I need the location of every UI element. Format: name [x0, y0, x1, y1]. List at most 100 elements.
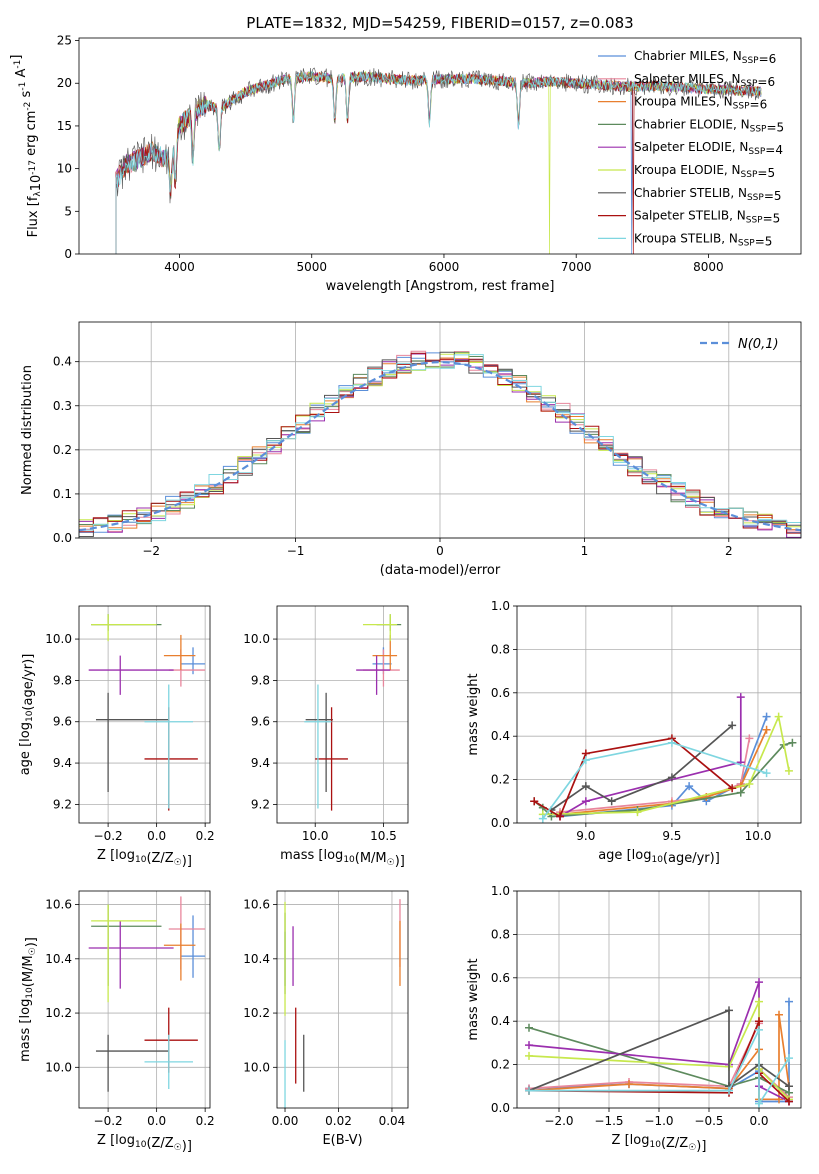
legend-entry: Salpeter STELIB, NSSP=5 [634, 209, 780, 226]
x-axis-label: Z [log10(Z/Z☉)] [612, 1133, 707, 1154]
x-tick-label: −2 [142, 544, 160, 558]
x-tick-label: 0.2 [196, 1114, 215, 1128]
x-tick-label: −2.0 [544, 1114, 573, 1128]
legend-entry: Salpeter MILES, NSSP=6 [634, 72, 775, 89]
weight-point-marker [633, 808, 642, 817]
x-axis-label: (data-model)/error [380, 563, 501, 578]
weight-point-marker [755, 1099, 763, 1108]
weight-point-marker [755, 1025, 763, 1034]
weight-point-marker [667, 738, 676, 747]
legend-entry: Chabrier ELODIE, NSSP=5 [634, 117, 784, 134]
y-tick-label: 10 [57, 162, 72, 176]
y-tick-label: 9.4 [53, 756, 72, 770]
weight-point-marker [755, 997, 763, 1006]
weight-point-marker [762, 712, 771, 721]
y-tick-label: 0.8 [491, 642, 510, 656]
weight-point-marker [736, 788, 745, 797]
weight-point-marker [728, 721, 737, 730]
weight-point-marker [755, 978, 763, 987]
x-tick-label: 0.0 [147, 829, 166, 843]
x-tick-label: 7000 [561, 260, 592, 274]
y-tick-label: 0.0 [491, 1101, 510, 1115]
weight-point-marker [525, 1051, 533, 1060]
weight-point-marker [525, 1041, 533, 1050]
weight-point-marker [745, 779, 754, 788]
y-tick-label: 0.2 [53, 443, 72, 457]
z-age-panel: −0.2 0.0 0.2 9.2 9.4 9.6 9.8 10.0 Z [log10(Z/Z☉)… [18, 605, 215, 869]
plot-frame [78, 37, 802, 255]
spectrum-series-line [115, 67, 762, 254]
y-tick-label: 10.4 [45, 952, 72, 966]
x-axis-label: wavelength [Angstrom, rest frame] [326, 279, 555, 294]
weight-point-marker [607, 797, 616, 806]
weight-point-marker [736, 693, 745, 702]
weight-point-marker [784, 766, 793, 775]
y-tick-label: 10.0 [243, 632, 270, 646]
y-tick-label: 10.0 [243, 1060, 270, 1074]
x-tick-label: 0.0 [147, 1114, 166, 1128]
x-tick-label: 10.0 [745, 829, 772, 843]
x-tick-label: −0.2 [94, 1114, 123, 1128]
weight-point-marker [785, 1054, 793, 1063]
y-tick-label: 9.6 [251, 715, 270, 729]
z-weight-panel: −2.0 −1.5 −1.0 −0.5 0.0 0.0 0.2 0.4 0.6 0.8 1.0 Z [… [466, 884, 802, 1154]
plot-frame [516, 890, 802, 1109]
weight-point-marker [581, 797, 590, 806]
y-axis-label: Flux [fλ10-17 erg cm-2 s-1 A-1] [9, 55, 44, 238]
legend-entry: N(0,1) [738, 337, 779, 352]
weight-point-marker [762, 725, 771, 734]
plot-frame [276, 890, 409, 1109]
x-axis-label: Z [log10(Z/Z☉)] [97, 848, 192, 869]
y-axis-label: age [log10(age/yr)] [18, 654, 36, 776]
weight-point-marker [725, 1006, 733, 1015]
y-tick-label: 0.4 [491, 1014, 510, 1028]
y-tick-label: 0.6 [491, 686, 510, 700]
legend-entry: Chabrier MILES, NSSP=6 [634, 49, 776, 66]
x-tick-label: 0.00 [272, 1114, 299, 1128]
y-tick-label: 0.1 [53, 487, 72, 501]
legend-entry: Kroupa STELIB, NSSP=5 [634, 231, 772, 248]
y-tick-label: 10.4 [243, 952, 270, 966]
x-axis-label: mass [log10(M/M☉)] [280, 848, 405, 869]
y-tick-label: 0.2 [491, 1058, 510, 1072]
weight-point-marker [762, 769, 771, 778]
y-tick-label: 10.2 [45, 1006, 72, 1020]
x-tick-label: 10.0 [302, 829, 329, 843]
y-tick-label: 25 [57, 34, 72, 48]
weight-point-marker [525, 1023, 533, 1032]
y-tick-label: 9.2 [53, 797, 72, 811]
normal-curve [78, 360, 802, 532]
weight-point-marker [625, 1080, 633, 1089]
y-tick-label: 0 [64, 247, 72, 261]
legend-entry: Kroupa ELODIE, NSSP=5 [634, 163, 775, 180]
x-tick-label: −0.2 [94, 829, 123, 843]
weight-point-marker [745, 734, 754, 743]
legend-entry: Chabrier STELIB, NSSP=5 [634, 186, 782, 203]
plot-frame [78, 890, 211, 1109]
legend-entry: Salpeter ELODIE, NSSP=4 [634, 140, 783, 157]
y-axis-label: mass weight [466, 958, 481, 1040]
mass-age-panel: 10.0 10.5 9.2 9.4 9.6 9.8 10.0 mass [log10(M/M☉… [243, 605, 409, 869]
weight-point-marker [774, 712, 783, 721]
plot-frame [78, 321, 802, 539]
x-tick-label: 5000 [296, 260, 327, 274]
y-tick-label: 10.2 [243, 1006, 270, 1020]
y-tick-label: 9.4 [251, 756, 270, 770]
weight-series-line [542, 713, 790, 816]
legend-entry: Kroupa MILES, NSSP=6 [634, 95, 767, 112]
x-axis-label: age [log10(age/yr)] [598, 848, 720, 866]
plot-frame [78, 605, 211, 824]
weight-point-marker [581, 782, 590, 791]
y-tick-label: 0.3 [53, 399, 72, 413]
z-mass-panel: −0.2 0.0 0.2 10.0 10.2 10.4 10.6 Z [log10(Z/Z☉)… [18, 890, 215, 1154]
y-tick-label: 0.0 [491, 816, 510, 830]
weight-series-line [542, 741, 767, 820]
y-tick-label: 0.4 [53, 355, 72, 369]
y-tick-label: 15 [57, 119, 72, 133]
y-axis-label: Normed distribution [20, 365, 35, 495]
weight-point-marker [581, 756, 590, 765]
y-tick-label: 20 [57, 76, 72, 90]
plot-frame [516, 605, 802, 824]
x-axis-label: Z [log10(Z/Z☉)] [97, 1133, 192, 1154]
